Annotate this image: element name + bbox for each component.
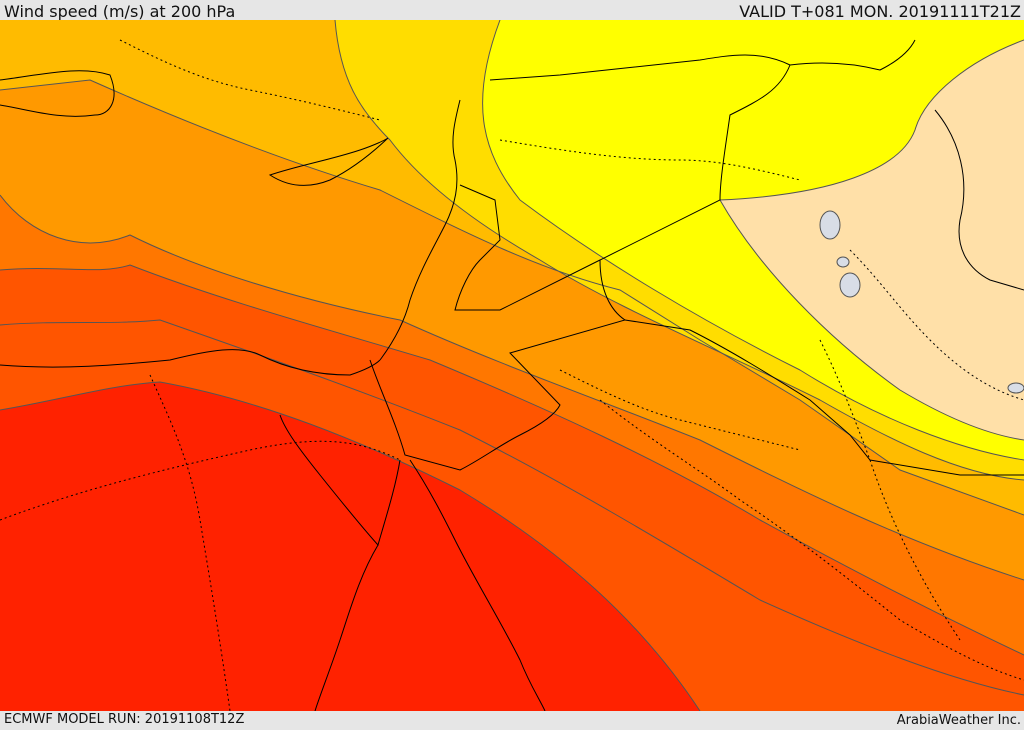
band-lowest xyxy=(720,40,1024,440)
contour-line xyxy=(0,319,1024,696)
coastline xyxy=(268,137,389,186)
lakes xyxy=(819,210,1024,394)
contour-line xyxy=(0,381,701,711)
lake xyxy=(839,272,861,298)
admin-line xyxy=(499,139,801,181)
isotach-contours xyxy=(0,20,1024,711)
credit-label: ArabiaWeather Inc. xyxy=(896,713,1021,728)
valid-time: VALID T+081 MON. 20191111T21Z xyxy=(739,2,1021,21)
lake xyxy=(819,210,841,240)
map-title: Wind speed (m/s) at 200 hPa xyxy=(4,2,236,21)
coastline xyxy=(0,349,381,376)
footer-bar xyxy=(0,711,1024,729)
admin-line xyxy=(149,374,231,711)
lake xyxy=(836,256,850,268)
coastline xyxy=(279,414,401,547)
country-borders xyxy=(369,39,1024,476)
admin-line xyxy=(0,440,401,521)
header-bar xyxy=(0,0,1024,20)
band-highest xyxy=(0,382,700,711)
contour-line xyxy=(0,79,1024,516)
admin-line xyxy=(559,369,801,451)
admin-line xyxy=(599,399,1024,681)
coastline xyxy=(314,544,379,711)
contour-line xyxy=(334,20,1024,481)
coastlines xyxy=(0,70,546,711)
admin-boundaries xyxy=(0,39,1024,711)
admin-line xyxy=(819,339,961,641)
coastline xyxy=(379,99,461,361)
border-line xyxy=(454,184,601,311)
contour-line xyxy=(0,194,1024,581)
border-line xyxy=(624,319,1024,476)
contour-line xyxy=(482,20,1024,461)
coastline xyxy=(409,459,546,711)
coastline xyxy=(0,70,115,117)
border-line xyxy=(934,109,1024,291)
border-line xyxy=(489,54,791,81)
admin-line xyxy=(849,249,1024,401)
lake xyxy=(1007,382,1024,394)
wind-speed-map xyxy=(0,20,1024,711)
admin-line xyxy=(119,39,381,121)
model-run-label: ECMWF MODEL RUN: 20191108T12Z xyxy=(4,712,245,727)
contour-line xyxy=(0,264,1024,656)
